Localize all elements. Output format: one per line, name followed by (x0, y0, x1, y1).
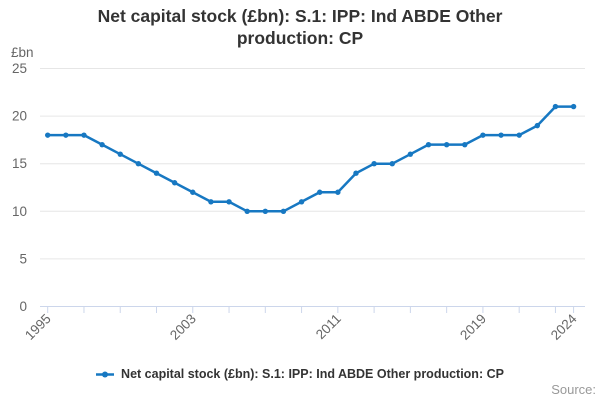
data-point-marker (171, 180, 178, 186)
data-point-marker (135, 161, 142, 167)
series-line (46, 105, 575, 213)
data-point-marker (335, 189, 341, 195)
data-point-marker (262, 208, 269, 214)
y-tick-label: 15 (12, 156, 27, 171)
data-point-marker (81, 132, 87, 138)
data-point-marker (244, 208, 250, 214)
data-point-marker (45, 132, 51, 138)
data-point-marker (153, 170, 160, 176)
legend-label: Net capital stock (£bn): S.1: IPP: Ind A… (121, 367, 504, 381)
x-tick-label: 2003 (167, 311, 199, 343)
data-point-marker (443, 141, 450, 148)
data-point-marker (534, 122, 541, 129)
data-point-marker (317, 189, 323, 195)
data-point-marker (407, 151, 414, 157)
data-point-marker (425, 141, 432, 148)
data-point-marker (298, 199, 305, 205)
data-point-marker (516, 132, 522, 138)
data-point-marker (63, 132, 69, 138)
y-tick-label: 25 (12, 61, 27, 76)
data-point-marker (570, 103, 577, 110)
y-tick-label: 5 (19, 251, 27, 266)
x-tick-label: 2011 (313, 311, 344, 342)
data-point-marker (480, 132, 486, 138)
y-tick-label: 20 (12, 109, 27, 124)
data-point-marker (117, 151, 123, 157)
data-point-marker (389, 161, 395, 167)
x-tick-label: 1995 (22, 311, 54, 343)
y-tick-label: 10 (12, 204, 27, 219)
x-tick-label: 2019 (457, 311, 489, 343)
data-point-marker (353, 170, 359, 176)
data-point-marker (462, 141, 468, 148)
data-point-marker (371, 161, 377, 167)
x-tick-label: 2024 (548, 311, 580, 343)
data-point-marker (498, 132, 504, 138)
data-point-marker (190, 189, 196, 195)
chart-title: Net capital stock (£bn): S.1: IPP: Ind A… (97, 6, 503, 48)
source-label: Source: (551, 382, 596, 397)
data-point-marker (552, 103, 559, 110)
data-point-marker (226, 199, 232, 205)
y-tick-label: 0 (19, 299, 27, 314)
legend-line-marker-icon (96, 371, 115, 377)
data-point-marker (280, 208, 287, 214)
legend-item[interactable]: Net capital stock (£bn): S.1: IPP: Ind A… (0, 363, 600, 385)
y-axis-unit-label: £bn (11, 45, 34, 60)
data-point-marker (99, 141, 105, 148)
data-point-marker (208, 199, 214, 205)
line-chart-plot-area: 1995 2003 2011 2019 2024 0 5 10 15 20 25 (12, 61, 585, 343)
